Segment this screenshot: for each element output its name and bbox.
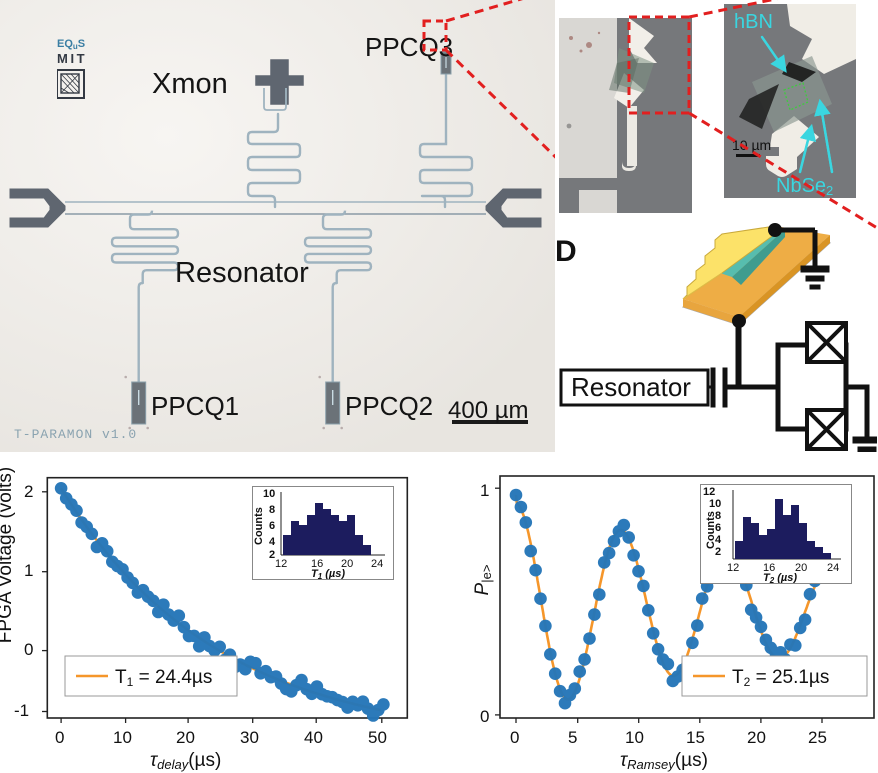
svg-text:12: 12 bbox=[703, 486, 715, 498]
svg-text:hBN: hBN bbox=[734, 11, 773, 33]
svg-text:6: 6 bbox=[269, 520, 275, 532]
svg-text:24: 24 bbox=[827, 562, 839, 574]
svg-text:24: 24 bbox=[371, 558, 383, 570]
svg-text:10 µm: 10 µm bbox=[732, 137, 771, 153]
svg-text:10: 10 bbox=[263, 488, 275, 500]
svg-text:4: 4 bbox=[269, 536, 276, 548]
svg-text:10: 10 bbox=[709, 498, 721, 510]
svg-text:M I T: M I T bbox=[57, 51, 85, 66]
svg-text:12: 12 bbox=[727, 562, 739, 574]
svg-text:NbSe2: NbSe2 bbox=[776, 175, 833, 198]
svg-text:Counts: Counts bbox=[705, 511, 717, 549]
svg-text:T1 (µs): T1 (µs) bbox=[311, 568, 345, 579]
svg-text:8: 8 bbox=[269, 504, 275, 516]
svg-text:EQuS: EQuS bbox=[57, 38, 85, 51]
svg-text:Counts: Counts bbox=[253, 507, 265, 545]
svg-text:T2 (µs): T2 (µs) bbox=[763, 572, 797, 583]
svg-text:12: 12 bbox=[275, 558, 287, 570]
